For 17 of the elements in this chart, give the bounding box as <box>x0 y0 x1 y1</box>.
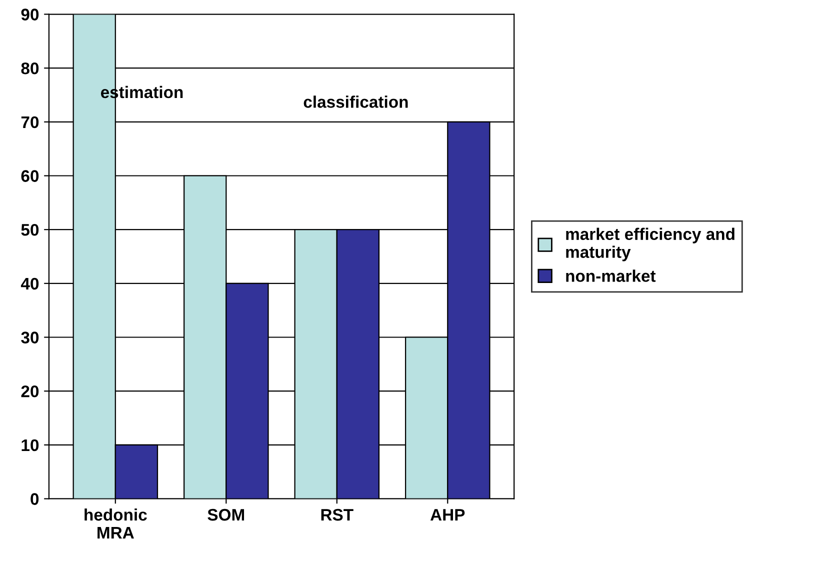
x-tick-label: RST <box>321 508 354 521</box>
x-tick-label: SOM <box>208 508 244 521</box>
y-tick-label: 20 <box>21 385 39 398</box>
x-tick-label: AHP <box>430 509 465 521</box>
y-tick-label: 0 <box>30 493 39 505</box>
x-tick-label: hedonic MRA <box>84 508 147 538</box>
y-tick-label: 40 <box>20 278 39 290</box>
y-tick-label: 50 <box>21 224 39 236</box>
legend-label: non-market <box>566 270 656 282</box>
y-tick-label: 80 <box>21 62 39 74</box>
annotation: classification <box>304 96 408 108</box>
legend-label: market efficiency and maturity <box>566 228 734 262</box>
y-tick-label: 70 <box>21 116 39 128</box>
y-tick-label: 60 <box>21 170 39 182</box>
y-tick-label: 30 <box>21 332 39 344</box>
y-tick-label: 10 <box>22 439 39 452</box>
y-tick-label: 90 <box>21 8 39 20</box>
